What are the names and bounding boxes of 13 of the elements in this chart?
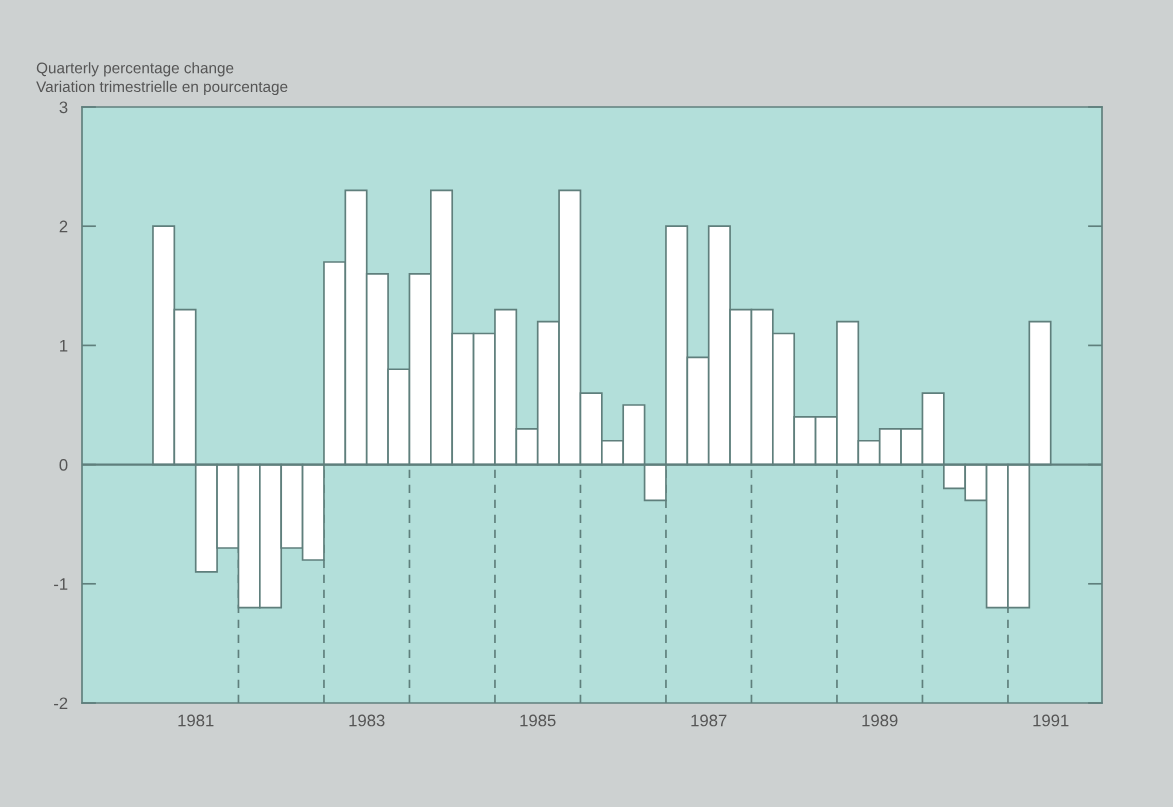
y-axis-title: Quarterly percentage change Variation trimestrielle en pourcentage: [36, 62, 288, 96]
x-tick-label: 1981: [178, 714, 214, 727]
y-tick-label: 3: [59, 101, 68, 114]
x-tick-label: 1985: [520, 714, 556, 727]
x-tick-label: 1989: [862, 714, 898, 727]
y-tick-label: 1: [60, 339, 68, 352]
y-tick-label: -2: [54, 697, 68, 710]
y-tick-label: 2: [59, 220, 68, 233]
x-tick-label: 1991: [1033, 714, 1069, 727]
x-tick-label: 1987: [691, 714, 727, 727]
y-tick-label: -1: [54, 578, 68, 590]
y-tick-label: 0: [59, 459, 68, 471]
x-tick-label: 1983: [349, 714, 385, 727]
